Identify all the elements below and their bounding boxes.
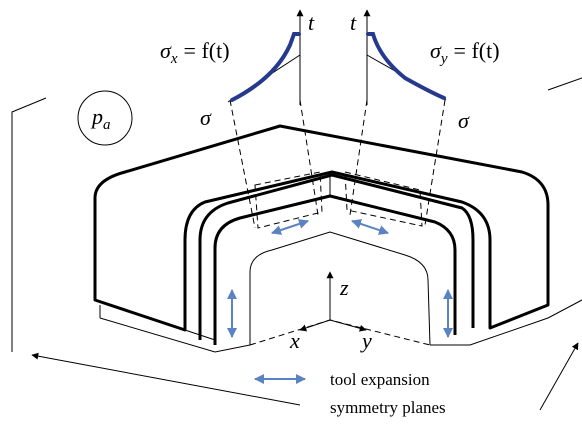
formula-x: σx= f(t) xyxy=(160,38,230,67)
z-label: z xyxy=(339,275,349,300)
sigma-axis-label: σ xyxy=(458,108,470,133)
x-label: x xyxy=(289,328,300,353)
pressure-label: pa xyxy=(90,104,111,133)
expansion-arrows xyxy=(232,221,448,379)
formula-rhs: = f(t) xyxy=(454,38,500,63)
legend-tool-expansion: tool expansion xyxy=(330,370,430,389)
sigma-axis-label: σ xyxy=(200,105,212,130)
y-label: y xyxy=(360,328,372,353)
formula-subscript: x xyxy=(170,51,178,67)
plots xyxy=(228,10,446,105)
legend-symmetry-planes: symmetry planes xyxy=(330,398,446,417)
symmetry-arrows xyxy=(32,343,578,410)
pressure-symbol: p xyxy=(90,104,103,129)
t-axis-label: t xyxy=(308,10,315,35)
formula-subscript: y xyxy=(439,51,448,67)
pressure-subscript: a xyxy=(103,117,111,133)
diagram: t σ t σ σx= f(t) σy= f(t) pa z x y tool … xyxy=(0,0,582,419)
formula-rhs: = f(t) xyxy=(184,38,230,63)
projections xyxy=(230,100,445,228)
tool-body xyxy=(95,126,548,345)
coordinate-axes xyxy=(300,272,366,330)
t-axis-label: t xyxy=(350,10,357,35)
formula-y: σy= f(t) xyxy=(430,38,500,67)
